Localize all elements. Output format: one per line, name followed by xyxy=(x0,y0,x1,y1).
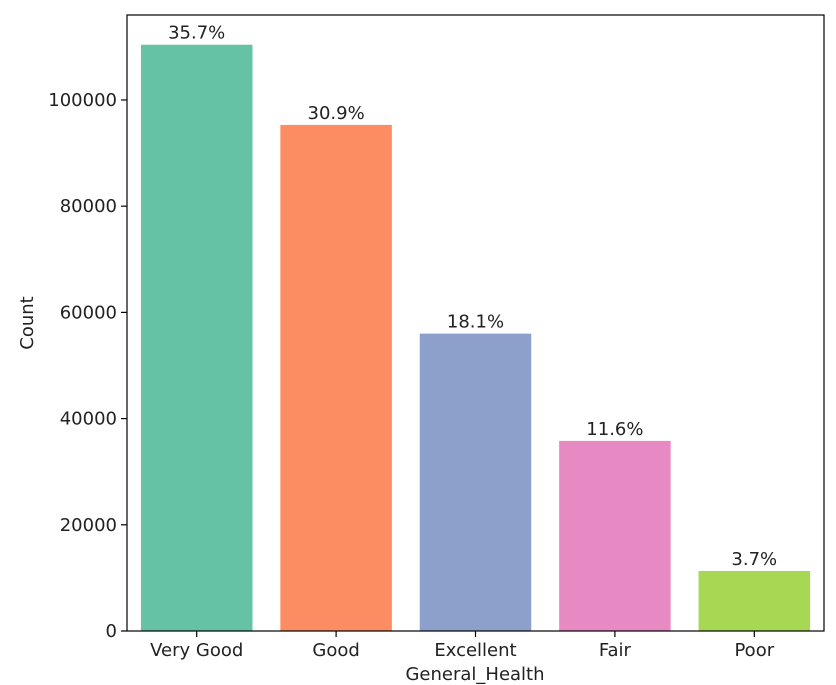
data-label: 18.1% xyxy=(447,312,504,333)
y-tick-label: 100000 xyxy=(48,90,117,111)
bar-very-good xyxy=(140,44,253,632)
bar-fair xyxy=(559,440,671,631)
x-axis: Very Good Good Excellent Fair Poor xyxy=(150,631,775,661)
bar-excellent xyxy=(419,333,532,631)
y-axis-title: Count xyxy=(17,296,38,349)
y-tick-label: 60000 xyxy=(60,302,117,323)
data-label: 30.9% xyxy=(308,103,365,124)
data-label: 11.6% xyxy=(586,419,643,440)
bars-group xyxy=(140,44,811,632)
y-tick-label: 40000 xyxy=(60,409,117,430)
x-tick-label: Very Good xyxy=(150,640,243,661)
data-labels-group: 35.7% 30.9% 18.1% 11.6% 3.7% xyxy=(168,23,777,570)
y-tick-label: 20000 xyxy=(60,515,117,536)
data-label: 3.7% xyxy=(731,549,777,570)
data-label: 35.7% xyxy=(168,23,225,44)
x-tick-label: Excellent xyxy=(434,640,516,661)
x-tick-label: Poor xyxy=(734,640,774,661)
y-tick-label: 0 xyxy=(106,621,117,642)
x-axis-title: General_Health xyxy=(405,664,544,685)
x-tick-label: Good xyxy=(312,640,359,661)
bar-poor xyxy=(698,570,811,631)
y-tick-label: 80000 xyxy=(60,196,117,217)
y-axis: 0 20000 40000 60000 80000 100000 xyxy=(48,90,127,642)
bar-good xyxy=(280,124,392,632)
x-tick-label: Fair xyxy=(599,640,632,661)
